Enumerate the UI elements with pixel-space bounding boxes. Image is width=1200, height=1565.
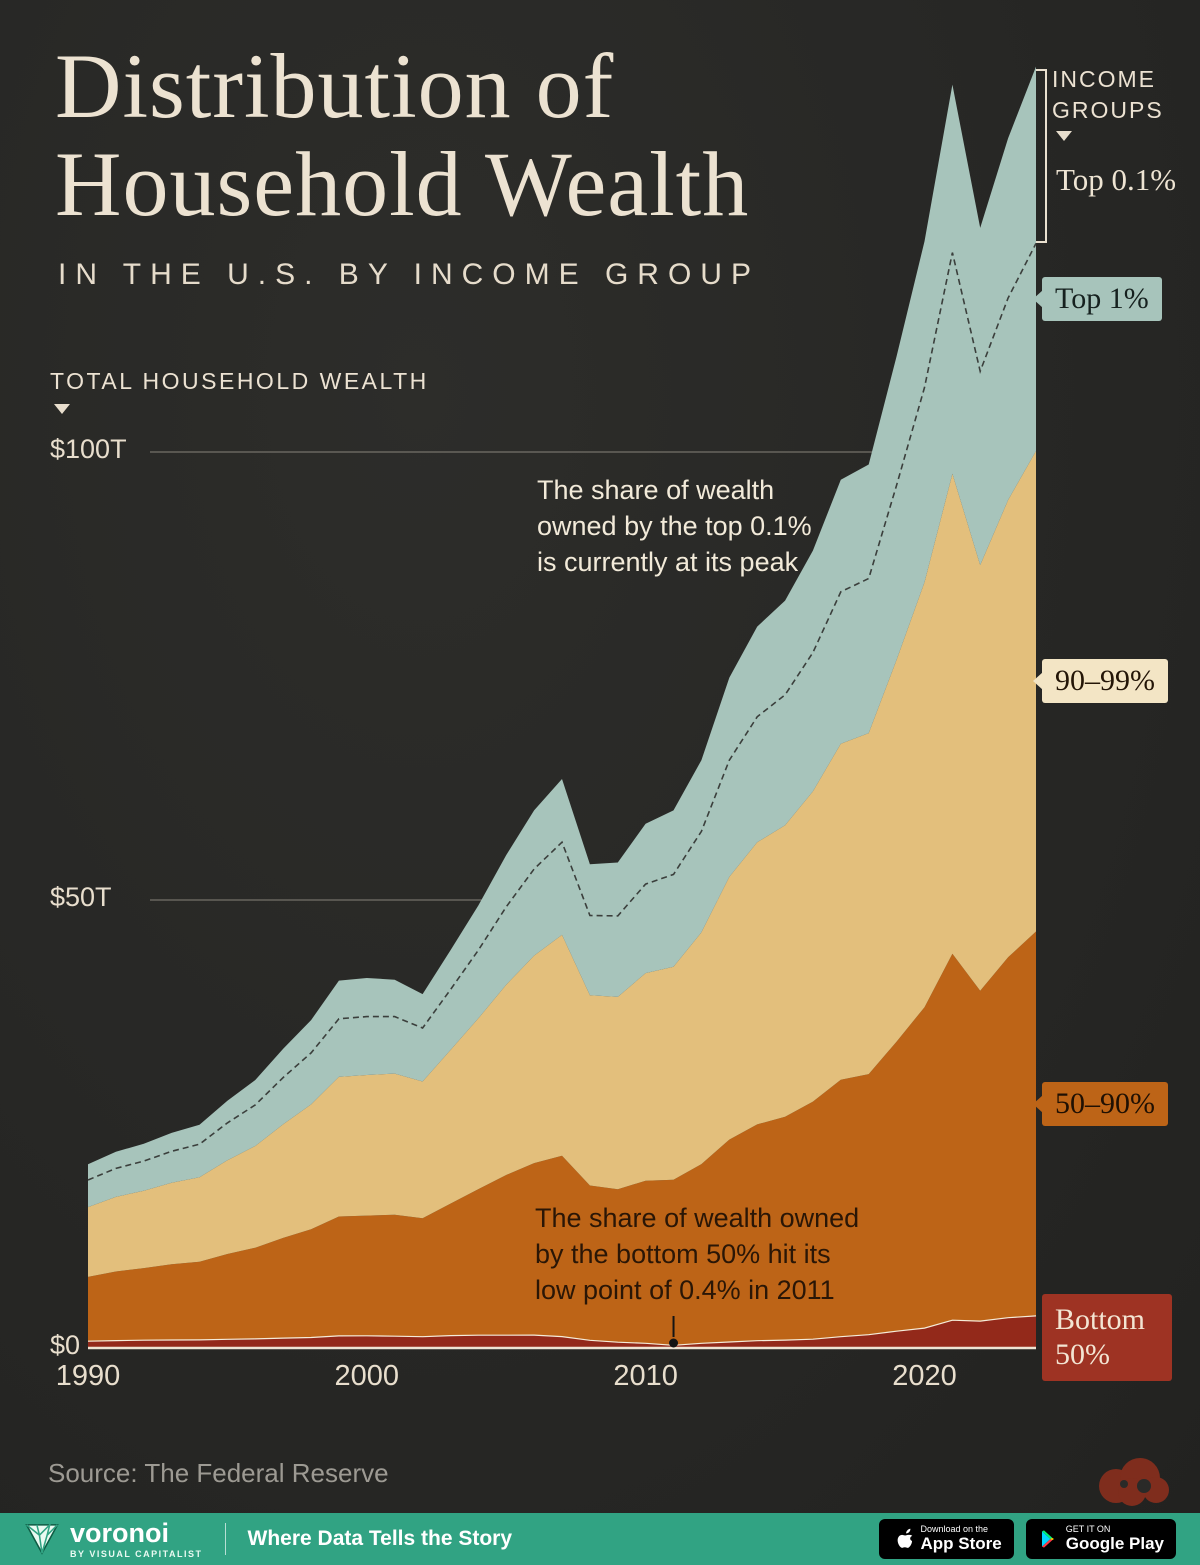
source-credit: Source: The Federal Reserve xyxy=(48,1458,389,1488)
google-play-icon xyxy=(1041,1530,1054,1548)
apple-icon xyxy=(897,1528,912,1548)
bottom50-edge-line xyxy=(87,1315,1037,1346)
voronoi-brand-subtitle: BY VISUAL CAPITALIST xyxy=(70,1548,203,1559)
area-50-90- xyxy=(88,931,1036,1346)
annotation-pointer-dot xyxy=(669,1338,679,1348)
y-axis-labels: $100T $50T $0 xyxy=(50,0,145,1565)
y-tick-label: $50T xyxy=(50,882,112,912)
visual-capitalist-logo xyxy=(1099,1458,1169,1506)
y-tick-label: $100T xyxy=(50,434,127,464)
footer-bar: voronoi BY VISUAL CAPITALIST Where Data … xyxy=(0,1513,1200,1565)
legend-badge-bottom50: Bottom 50% xyxy=(1042,1294,1172,1381)
area-90-99- xyxy=(88,451,1036,1277)
voronoi-brand: voronoi BY VISUAL CAPITALIST xyxy=(24,1517,203,1559)
app-store-badge[interactable]: Download on the App Store xyxy=(878,1519,1014,1559)
title-line-1: Distribution of xyxy=(55,35,615,137)
down-arrow-icon xyxy=(54,404,70,414)
legend-item-top01: Top 0.1% xyxy=(1056,162,1177,197)
legend-badge-top1: Top 1% xyxy=(1042,277,1162,321)
y-axis-title: TOTAL HOUSEHOLD WEALTH xyxy=(50,368,429,394)
voronoi-logo xyxy=(25,1522,59,1555)
page-title: Distribution of Household Wealth xyxy=(55,35,750,235)
google-play-badge[interactable]: GET IT ON Google Play xyxy=(1025,1519,1176,1559)
voronoi-brand-name: voronoi xyxy=(70,1517,169,1548)
legend-badge-90-99: 90–99% xyxy=(1042,659,1168,703)
title-line-2: Household Wealth xyxy=(55,132,750,235)
legend-badge-50-90: 50–90% xyxy=(1042,1082,1168,1126)
down-arrow-icon xyxy=(1056,131,1072,141)
top01-bracket-icon xyxy=(1036,69,1047,243)
page-subtitle: IN THE U.S. BY INCOME GROUP xyxy=(58,258,760,291)
google-play-badge-top: GET IT ON xyxy=(1065,1524,1111,1535)
area-top-1- xyxy=(88,66,1036,1208)
legend-header: INCOME GROUPS xyxy=(1052,66,1164,124)
footer-divider xyxy=(224,1523,226,1555)
google-play-badge-bottom: Google Play xyxy=(1065,1533,1164,1553)
app-store-badge-bottom: App Store xyxy=(920,1533,1002,1553)
y-tick-label: $0 xyxy=(50,1330,81,1360)
annotation-top01-peak: The share of wealth owned by the top 0.1%… xyxy=(537,475,812,577)
top01-dashed-line xyxy=(87,243,1037,1181)
footer-tagline: Where Data Tells the Story xyxy=(247,1527,513,1550)
app-store-badge-top: Download on the xyxy=(920,1524,989,1535)
annotation-bottom50-low: The share of wealth owned by the bottom 5… xyxy=(535,1203,860,1305)
